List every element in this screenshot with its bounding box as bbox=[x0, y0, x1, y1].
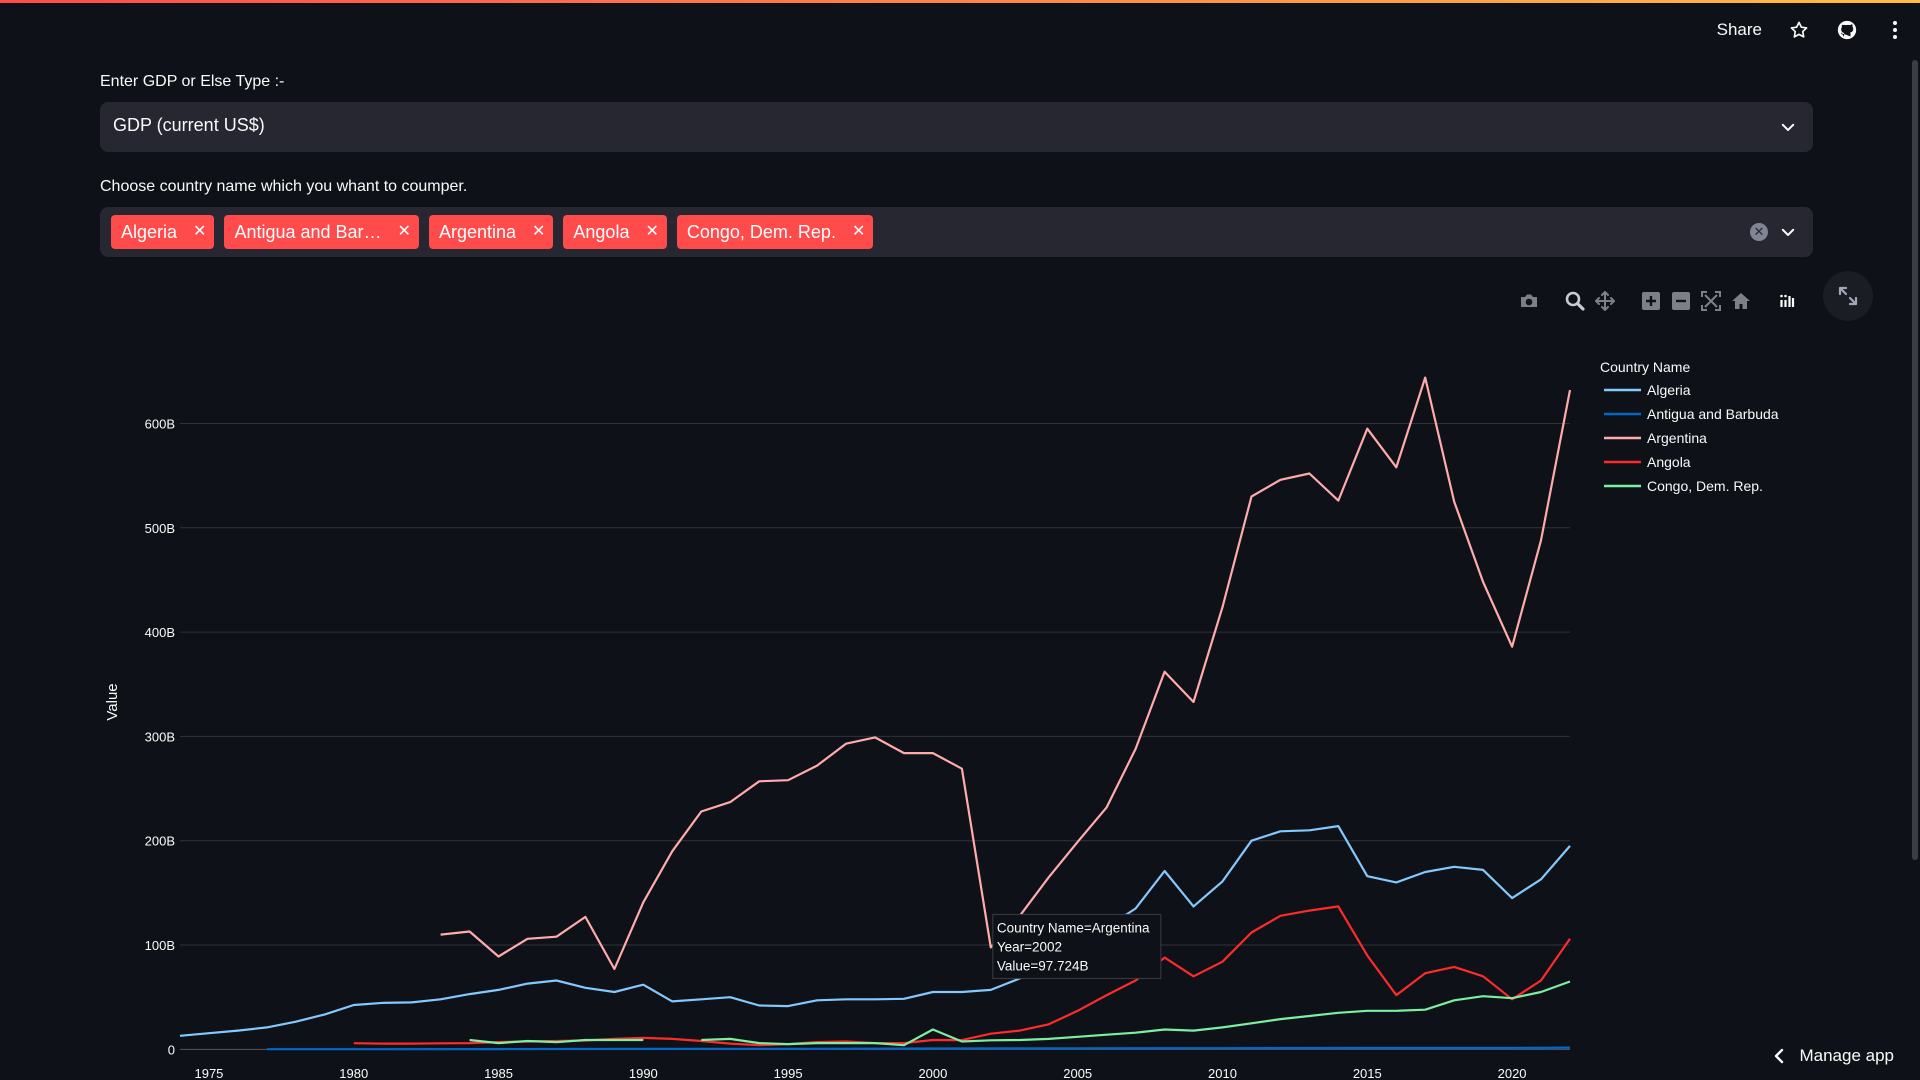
legend-item[interactable]: Algeria bbox=[1647, 382, 1691, 398]
country-tag: Algeria ✕ bbox=[111, 215, 215, 249]
page-scrollbar[interactable] bbox=[1910, 60, 1920, 860]
github-icon[interactable] bbox=[1836, 19, 1858, 41]
legend-item[interactable]: Antigua and Barbuda bbox=[1647, 406, 1779, 422]
series-line[interactable] bbox=[179, 825, 1571, 1037]
x-tick-label: 1985 bbox=[484, 1066, 513, 1080]
country-tag-label: Angola bbox=[573, 221, 630, 242]
chart-modebar bbox=[1518, 290, 1798, 312]
share-button[interactable]: Share bbox=[1716, 20, 1762, 39]
chevron-down-icon[interactable] bbox=[1779, 118, 1797, 136]
country-tag-label: Argentina bbox=[438, 221, 516, 242]
clear-all-icon[interactable]: ✕ bbox=[1750, 223, 1768, 241]
chevron-left-icon bbox=[1775, 1048, 1784, 1064]
manage-app-label: Manage app bbox=[1799, 1046, 1894, 1065]
country-tag: Congo, Dem. Rep. ✕ bbox=[676, 215, 874, 249]
legend-item[interactable]: Congo, Dem. Rep. bbox=[1647, 478, 1763, 494]
country-multiselect[interactable]: Algeria ✕ Antigua and Bar… ✕ Argentina ✕ An… bbox=[100, 207, 1813, 257]
remove-tag-icon[interactable]: ✕ bbox=[645, 223, 659, 240]
remove-tag-icon[interactable]: ✕ bbox=[532, 223, 546, 240]
more-vertical-icon[interactable] bbox=[1884, 19, 1906, 41]
country-tag-label: Antigua and Bar… bbox=[234, 221, 382, 242]
x-tick-label: 1975 bbox=[194, 1066, 223, 1080]
country-select-label: Choose country name which you whant to c… bbox=[100, 178, 468, 195]
x-tick-label: 1990 bbox=[629, 1066, 658, 1080]
legend-title: Country Name bbox=[1600, 359, 1690, 375]
country-tag: Angola ✕ bbox=[563, 215, 667, 249]
autoscale-icon[interactable] bbox=[1700, 290, 1722, 312]
x-tick-label: 1980 bbox=[339, 1066, 368, 1080]
y-tick-label: 200B bbox=[145, 834, 175, 849]
y-tick-label: 100B bbox=[145, 938, 175, 953]
reset-axes-icon[interactable] bbox=[1730, 290, 1752, 312]
type-select-label: Enter GDP or Else Type :- bbox=[100, 73, 285, 90]
x-tick-label: 1995 bbox=[774, 1066, 803, 1080]
expand-icon bbox=[1838, 286, 1858, 306]
legend-item[interactable]: Argentina bbox=[1647, 430, 1707, 446]
y-tick-label: 500B bbox=[145, 521, 175, 536]
series-line[interactable] bbox=[353, 905, 1571, 1047]
country-tag: Antigua and Bar… ✕ bbox=[224, 215, 419, 249]
legend-item[interactable]: Angola bbox=[1647, 454, 1691, 470]
zoom-out-icon[interactable] bbox=[1670, 290, 1692, 312]
tooltip-line: Value=97.724B bbox=[997, 958, 1089, 973]
app-toolbar: Share bbox=[1717, 16, 1906, 44]
remove-tag-icon[interactable]: ✕ bbox=[397, 223, 411, 240]
chevron-down-icon[interactable] bbox=[1779, 223, 1797, 241]
x-tick-label: 2015 bbox=[1353, 1066, 1382, 1080]
tooltip-line: Country Name=Argentina bbox=[997, 920, 1150, 935]
zoom-icon[interactable] bbox=[1564, 290, 1586, 312]
x-tick-label: 2010 bbox=[1208, 1066, 1237, 1080]
zoom-in-icon[interactable] bbox=[1640, 290, 1662, 312]
tooltip-line: Year=2002 bbox=[997, 939, 1062, 954]
type-select-value: GDP (current US$) bbox=[113, 115, 265, 135]
x-tick-label: 2005 bbox=[1063, 1066, 1092, 1080]
camera-icon[interactable] bbox=[1518, 290, 1540, 312]
x-tick-label: 2020 bbox=[1498, 1066, 1527, 1080]
manage-app-button[interactable]: Manage app bbox=[1773, 1046, 1894, 1066]
country-tag-label: Congo, Dem. Rep. bbox=[686, 221, 836, 242]
y-axis-title: Value bbox=[104, 683, 121, 720]
x-tick-label: 2000 bbox=[918, 1066, 947, 1080]
scrollbar-thumb[interactable] bbox=[1912, 60, 1918, 860]
star-icon[interactable] bbox=[1788, 19, 1810, 41]
plotly-logo-icon[interactable] bbox=[1776, 290, 1798, 312]
hover-tooltip bbox=[992, 913, 1162, 979]
y-tick-label: 300B bbox=[145, 729, 175, 744]
y-tick-label: 0 bbox=[168, 1042, 175, 1057]
y-tick-label: 400B bbox=[145, 625, 175, 640]
top-decoration-bar bbox=[0, 0, 1920, 3]
remove-tag-icon[interactable]: ✕ bbox=[851, 223, 866, 240]
series-line[interactable] bbox=[469, 980, 1571, 1047]
pan-icon[interactable] bbox=[1594, 290, 1616, 312]
series-line[interactable] bbox=[266, 1046, 1571, 1051]
fullscreen-button[interactable] bbox=[1823, 271, 1873, 321]
country-tag-label: Algeria bbox=[121, 221, 178, 242]
type-select[interactable]: GDP (current US$) bbox=[100, 102, 1813, 152]
remove-tag-icon[interactable]: ✕ bbox=[193, 223, 207, 240]
y-tick-label: 600B bbox=[145, 416, 175, 431]
country-tag: Argentina ✕ bbox=[428, 215, 554, 249]
